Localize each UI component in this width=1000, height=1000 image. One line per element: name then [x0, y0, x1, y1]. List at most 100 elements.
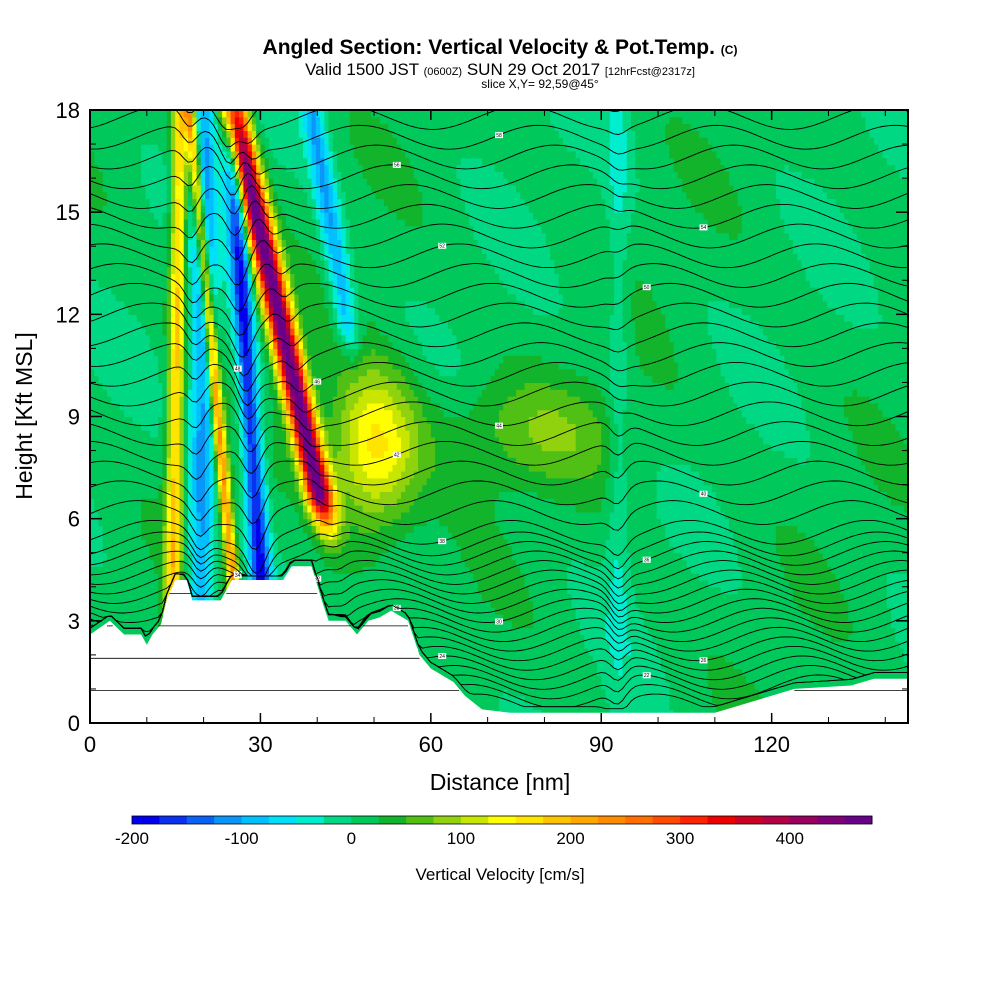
field-cell	[550, 409, 555, 452]
field-cell	[375, 423, 381, 458]
field-cell	[379, 525, 385, 554]
field-cell	[337, 552, 342, 574]
field-cell	[856, 457, 862, 690]
field-cell	[98, 566, 104, 636]
field-cell	[256, 307, 262, 315]
field-cell	[213, 362, 219, 370]
field-cell	[750, 423, 756, 683]
field-cell	[311, 450, 317, 486]
field-cell	[102, 389, 108, 554]
field-cell	[303, 246, 308, 336]
field-cell	[669, 157, 675, 343]
field-cell	[166, 150, 172, 213]
field-cell	[239, 402, 244, 424]
field-cell	[780, 450, 786, 527]
field-cell	[247, 253, 253, 261]
colorbar-swatch	[625, 816, 654, 824]
field-cell	[690, 573, 696, 723]
field-cell	[818, 293, 824, 554]
field-cell	[222, 539, 227, 554]
field-cell	[550, 259, 555, 315]
colorbar-swatch	[132, 816, 160, 824]
field-cell	[345, 110, 351, 220]
field-cell	[264, 307, 270, 315]
field-cell	[554, 477, 560, 506]
field-cell	[473, 402, 479, 581]
field-cell	[205, 348, 210, 363]
field-cell	[298, 491, 304, 499]
field-cell	[320, 443, 325, 452]
field-cell	[243, 191, 249, 200]
field-cell	[294, 341, 300, 349]
field-cell	[349, 382, 355, 411]
field-cell	[311, 259, 317, 377]
field-cell	[409, 505, 415, 533]
field-cell	[320, 110, 325, 125]
field-cell	[665, 144, 671, 329]
field-cell	[251, 171, 257, 179]
field-cell	[665, 389, 671, 465]
field-cell	[290, 423, 296, 431]
field-cell	[703, 579, 709, 723]
field-cell	[251, 253, 257, 261]
colorbar-swatch	[159, 816, 188, 824]
field-cell	[673, 552, 679, 723]
field-cell	[835, 579, 841, 642]
field-cell	[430, 362, 436, 404]
field-cell	[541, 232, 547, 315]
theta-contour	[90, 200, 908, 238]
field-cell	[413, 300, 419, 336]
field-cell	[247, 150, 253, 159]
field-cell	[303, 389, 308, 397]
field-cell	[162, 477, 168, 527]
field-cell	[320, 457, 325, 465]
field-cell	[605, 416, 611, 479]
field-cell	[575, 559, 581, 622]
field-cell	[605, 110, 611, 220]
field-cell	[503, 355, 509, 404]
field-cell	[307, 368, 313, 377]
field-cell	[473, 157, 479, 241]
field-cell	[614, 668, 619, 723]
field-cell	[268, 321, 274, 329]
field-cell	[392, 348, 398, 370]
field-cell	[690, 205, 696, 472]
field-cell	[775, 110, 781, 172]
field-cell	[354, 368, 360, 384]
field-cell	[98, 382, 104, 527]
field-cell	[298, 436, 304, 445]
field-cell	[298, 375, 304, 384]
field-cell	[251, 402, 257, 445]
theta-contour	[90, 559, 908, 605]
field-cell	[562, 389, 568, 418]
theta-label-box	[233, 365, 242, 372]
field-cell	[303, 110, 308, 132]
field-cell	[217, 491, 223, 499]
field-cell	[584, 164, 590, 377]
field-cell	[200, 300, 206, 315]
field-cell	[311, 430, 317, 438]
field-cell	[401, 470, 406, 493]
field-cell	[750, 682, 756, 710]
field-cell	[375, 532, 381, 561]
field-cell	[303, 498, 308, 506]
field-cell	[801, 178, 807, 268]
field-cell	[328, 225, 334, 254]
field-cell	[239, 259, 244, 322]
field-cell	[277, 110, 283, 166]
field-cell	[247, 205, 253, 213]
field-cell	[396, 498, 402, 520]
field-cell	[247, 110, 253, 118]
field-cell	[209, 321, 215, 336]
field-cell	[541, 314, 547, 363]
field-cell	[290, 430, 296, 438]
field-cell	[273, 110, 279, 159]
field-cell	[324, 232, 330, 247]
field-cell	[456, 416, 462, 547]
field-cell	[545, 477, 551, 499]
field-cell	[281, 375, 287, 384]
field-cell	[354, 382, 360, 404]
field-cell	[239, 137, 244, 159]
field-cell	[865, 396, 871, 472]
theta-label: 48	[235, 366, 241, 372]
